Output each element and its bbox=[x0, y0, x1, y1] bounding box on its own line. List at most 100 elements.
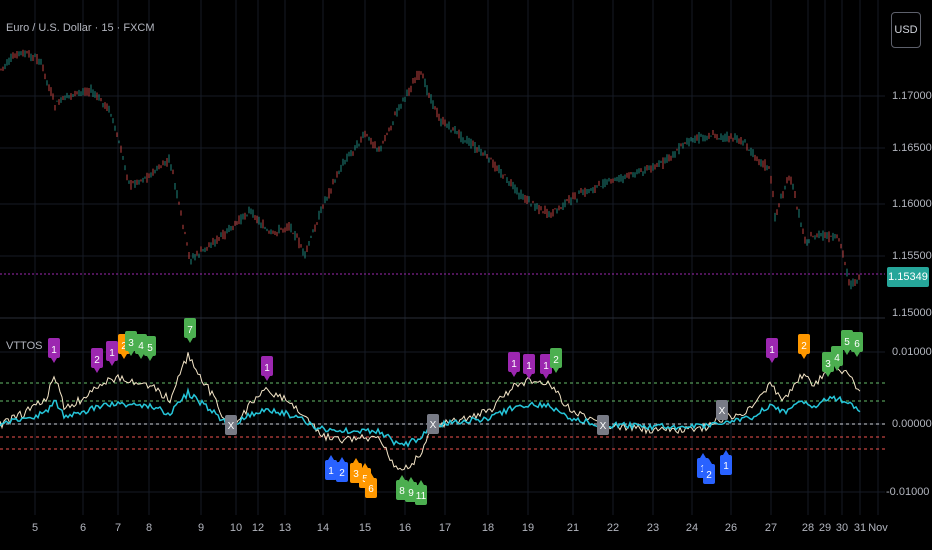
signal-marker-text: 1 bbox=[328, 466, 334, 477]
exit-marker[interactable]: X bbox=[427, 414, 439, 434]
time-label: Nov bbox=[868, 522, 888, 534]
signal-marker-text: 5 bbox=[147, 343, 153, 354]
time-label: 8 bbox=[145, 522, 153, 534]
signal-marker-text: 1 bbox=[264, 363, 270, 374]
signal-marker-text: 6 bbox=[368, 484, 374, 495]
grid-lines bbox=[0, 0, 885, 515]
time-label: 23 bbox=[646, 522, 660, 534]
signal-marker-text: 2 bbox=[706, 470, 712, 481]
signal-marker-text: 7 bbox=[187, 325, 193, 336]
exit-marker[interactable]: X bbox=[597, 415, 609, 435]
signal-marker-top[interactable]: 2 bbox=[550, 348, 562, 373]
time-label: 14 bbox=[316, 522, 330, 534]
signal-marker-top[interactable]: 2 bbox=[91, 348, 103, 373]
signal-marker-text: 3 bbox=[128, 338, 134, 349]
signal-marker-text: 3 bbox=[825, 359, 831, 370]
time-label: 10 bbox=[229, 522, 243, 534]
time-label: 9 bbox=[197, 522, 205, 534]
signal-marker-text: 2 bbox=[801, 341, 807, 352]
signal-marker-bottom[interactable]: 11 bbox=[415, 480, 427, 505]
time-label: 13 bbox=[278, 522, 292, 534]
price-label: 1.16500 bbox=[892, 142, 932, 154]
time-label: 28 bbox=[801, 522, 815, 534]
signal-marker-text: 1 bbox=[543, 361, 549, 372]
time-label: 16 bbox=[398, 522, 412, 534]
signal-marker-text: 1 bbox=[769, 345, 775, 356]
signal-marker-top[interactable]: 1 bbox=[261, 356, 273, 381]
time-label: 7 bbox=[114, 522, 122, 534]
time-label: 31 bbox=[853, 522, 867, 534]
signal-marker-top[interactable]: 4 bbox=[831, 346, 843, 371]
time-label: 12 bbox=[251, 522, 265, 534]
price-label: 1.15000 bbox=[892, 307, 932, 319]
signal-marker-bottom[interactable]: 9 bbox=[405, 477, 417, 502]
exit-marker-text: X bbox=[600, 421, 607, 432]
price-label: 1.16000 bbox=[892, 198, 932, 210]
signal-marker-top[interactable]: 7 bbox=[184, 318, 196, 343]
signal-marker-bottom[interactable]: 6 bbox=[365, 473, 377, 498]
signal-marker-text: 8 bbox=[399, 486, 405, 497]
price-label: 1.17000 bbox=[892, 90, 932, 102]
time-label: 22 bbox=[606, 522, 620, 534]
signal-marker-text: 1 bbox=[511, 359, 517, 370]
signal-marker-bottom[interactable]: 2 bbox=[336, 457, 348, 482]
signal-marker-top[interactable]: 1 bbox=[540, 354, 552, 379]
time-label: 24 bbox=[685, 522, 699, 534]
signal-marker-text: 11 bbox=[416, 491, 427, 502]
signal-marker-bottom[interactable]: 2 bbox=[703, 459, 715, 484]
time-label: 27 bbox=[764, 522, 778, 534]
price-candles bbox=[0, 49, 860, 290]
signal-marker-text: 3 bbox=[353, 469, 359, 480]
signal-marker-text: 1 bbox=[723, 461, 729, 472]
signal-marker-text: 1 bbox=[109, 348, 115, 359]
signal-marker-top[interactable]: 1 bbox=[766, 338, 778, 363]
signal-marker-text: 2 bbox=[339, 468, 345, 479]
time-label: 21 bbox=[566, 522, 580, 534]
signal-marker-top[interactable]: 1 bbox=[48, 338, 60, 363]
signal-marker-bottom[interactable]: 1 bbox=[720, 450, 732, 475]
signal-marker-top[interactable]: 2 bbox=[798, 334, 810, 359]
signal-marker-text: 1 bbox=[526, 361, 532, 372]
time-label: 18 bbox=[481, 522, 495, 534]
indicator-axis-label: 0.00000 bbox=[892, 418, 932, 430]
signal-marker-text: 4 bbox=[834, 353, 840, 364]
exit-marker-text: X bbox=[430, 420, 437, 431]
indicator-axis-label: 0.01000 bbox=[892, 346, 932, 358]
signal-marker-text: 5 bbox=[844, 337, 850, 348]
signal-marker-top[interactable]: 5 bbox=[841, 330, 853, 355]
indicator-name[interactable]: VTTOS bbox=[6, 340, 43, 352]
signal-marker-text: 9 bbox=[408, 488, 414, 499]
time-label: 15 bbox=[358, 522, 372, 534]
currency-button[interactable]: USD bbox=[891, 12, 921, 48]
signal-marker-top[interactable]: 5 bbox=[144, 336, 156, 361]
exit-marker[interactable]: X bbox=[225, 415, 237, 435]
signal-marker-text: 6 bbox=[854, 339, 860, 350]
signal-marker-top[interactable]: 1 bbox=[106, 341, 118, 366]
indicator-axis-label: -0.01000 bbox=[886, 486, 930, 498]
signal-marker-bottom[interactable]: 1 bbox=[325, 455, 337, 480]
symbol-title[interactable]: Euro / U.S. Dollar · 15 · FXCM bbox=[6, 22, 155, 34]
signal-marker-text: 2 bbox=[121, 341, 127, 352]
exit-marker[interactable]: X bbox=[716, 400, 728, 420]
current-price-tag: 1.15349 bbox=[887, 267, 929, 287]
time-label: 26 bbox=[724, 522, 738, 534]
signal-marker-top[interactable]: 1 bbox=[508, 352, 520, 377]
signal-marker-top[interactable]: 3 bbox=[125, 331, 137, 356]
price-label: 1.15500 bbox=[892, 250, 932, 262]
time-label: 29 bbox=[818, 522, 832, 534]
exit-marker-text: X bbox=[228, 421, 235, 432]
signal-marker-top[interactable]: 6 bbox=[851, 332, 863, 357]
time-label: 17 bbox=[438, 522, 452, 534]
time-label: 6 bbox=[79, 522, 87, 534]
signal-marker-top[interactable]: 1 bbox=[523, 354, 535, 379]
time-label: 5 bbox=[31, 522, 39, 534]
time-label: 19 bbox=[521, 522, 535, 534]
signal-marker-text: 4 bbox=[138, 341, 144, 352]
signal-marker-text: 2 bbox=[94, 355, 100, 366]
signal-marker-text: 1 bbox=[51, 345, 57, 356]
signal-marker-text: 2 bbox=[553, 355, 559, 366]
signal-markers: 1212345711112123456123568911121XXXX bbox=[48, 318, 863, 505]
time-label: 30 bbox=[835, 522, 849, 534]
exit-marker-text: X bbox=[719, 406, 726, 417]
